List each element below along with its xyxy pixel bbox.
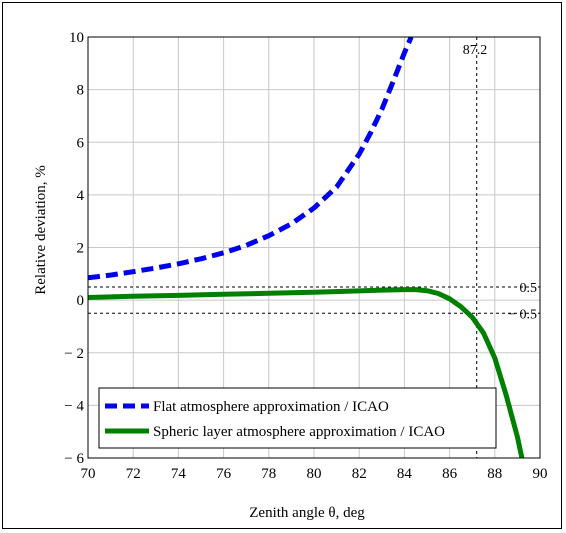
legend-label-1: Flat atmosphere approximation / ICAO xyxy=(153,399,389,415)
y-tick-label: − 4 xyxy=(64,398,84,414)
x-tick-label: 86 xyxy=(442,466,458,482)
y-tick-label: 4 xyxy=(77,188,85,204)
x-tick-label: 78 xyxy=(261,466,276,482)
y-tick-labels: 10 8 6 4 2 0 − 2 − 4 − 6 xyxy=(64,30,84,467)
y-axis-label: Relative deviation, % xyxy=(33,165,49,295)
legend: Flat atmosphere approximation / ICAO Sphe… xyxy=(98,387,497,449)
x-tick-labels: 70 72 74 76 78 80 82 84 86 88 90 xyxy=(81,466,548,482)
x-tick-label: 82 xyxy=(352,466,367,482)
y-tick-label: − 6 xyxy=(64,451,84,467)
horizontal-reference-label: − 0.5 xyxy=(508,307,537,322)
y-tick-label: 6 xyxy=(77,135,85,151)
vertical-reference-label: 87.2 xyxy=(463,43,488,58)
x-tick-label: 88 xyxy=(487,466,502,482)
x-tick-label: 70 xyxy=(81,466,96,482)
legend-label-2: Spheric layer atmosphere approximation /… xyxy=(153,424,445,440)
y-tick-label: 8 xyxy=(77,83,85,99)
reference-labels: 87.2 0.5 − 0.5 xyxy=(463,43,537,322)
horizontal-reference-label: 0.5 xyxy=(520,281,538,296)
y-tick-label: 0 xyxy=(77,293,85,309)
plot-area-border xyxy=(87,36,541,459)
y-tick-label: 10 xyxy=(69,30,84,46)
legend-box xyxy=(98,387,497,449)
y-tick-label: 2 xyxy=(77,241,85,257)
x-axis-label: Zenith angle θ, deg xyxy=(249,505,365,521)
x-tick-label: 84 xyxy=(397,466,413,482)
x-tick-label: 76 xyxy=(216,466,232,482)
x-tick-label: 90 xyxy=(533,466,548,482)
series-layer xyxy=(88,37,525,458)
y-tick-label: − 2 xyxy=(64,346,84,362)
x-tick-label: 74 xyxy=(171,466,187,482)
x-tick-label: 80 xyxy=(307,466,322,482)
series-line-2 xyxy=(88,287,525,458)
x-tick-label: 72 xyxy=(126,466,141,482)
series-line-1 xyxy=(88,37,414,281)
